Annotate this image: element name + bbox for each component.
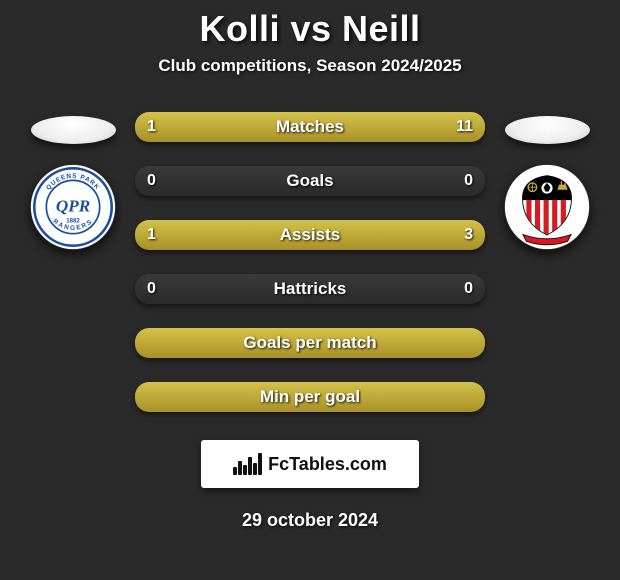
bar-label: Goals per match [135,328,485,358]
svg-text:QPR: QPR [56,196,90,215]
stat-bar: Min per goal [135,382,485,412]
left-oval-decoration [31,116,116,144]
right-team-column [497,106,597,250]
svg-text:1882: 1882 [66,218,80,224]
bar-value-left: 1 [147,220,156,250]
branding-badge: FcTables.com [201,440,419,488]
left-team-column: QUEENS PARK RANGERS QPR 1882 [23,106,123,250]
stat-bar: Goals0 0 [135,166,485,196]
right-team-crest [504,164,590,250]
stat-bar: Hattricks0 0 [135,274,485,304]
bar-value-right: 0 [464,274,473,304]
bar-value-right: 0 [464,166,473,196]
bar-label: Min per goal [135,382,485,412]
stat-bar: Matches111 [135,112,485,142]
bar-value-left: 1 [147,112,156,142]
date-text: 29 october 2024 [0,510,620,531]
page-subtitle: Club competitions, Season 2024/2025 [0,56,620,76]
bar-value-left: 0 [147,166,156,196]
bar-label: Assists [135,220,485,250]
right-oval-decoration [505,116,590,144]
stat-bar: Assists1 3 [135,220,485,250]
comparison-infographic: Kolli vs Neill Club competitions, Season… [0,0,620,580]
stat-bar: Goals per match [135,328,485,358]
bar-label: Matches [135,112,485,142]
chart-icon [233,453,262,475]
left-team-crest: QUEENS PARK RANGERS QPR 1882 [30,164,116,250]
main-row: QUEENS PARK RANGERS QPR 1882 Matches111G… [0,106,620,412]
branding-text: FcTables.com [268,454,387,475]
stats-bars: Matches111Goals00Assists13Hattricks00Goa… [135,106,485,412]
bar-label: Hattricks [135,274,485,304]
bar-value-left: 0 [147,274,156,304]
bar-value-right: 11 [456,112,473,142]
page-title: Kolli vs Neill [0,8,620,50]
bar-value-right: 3 [464,220,473,250]
bar-label: Goals [135,166,485,196]
